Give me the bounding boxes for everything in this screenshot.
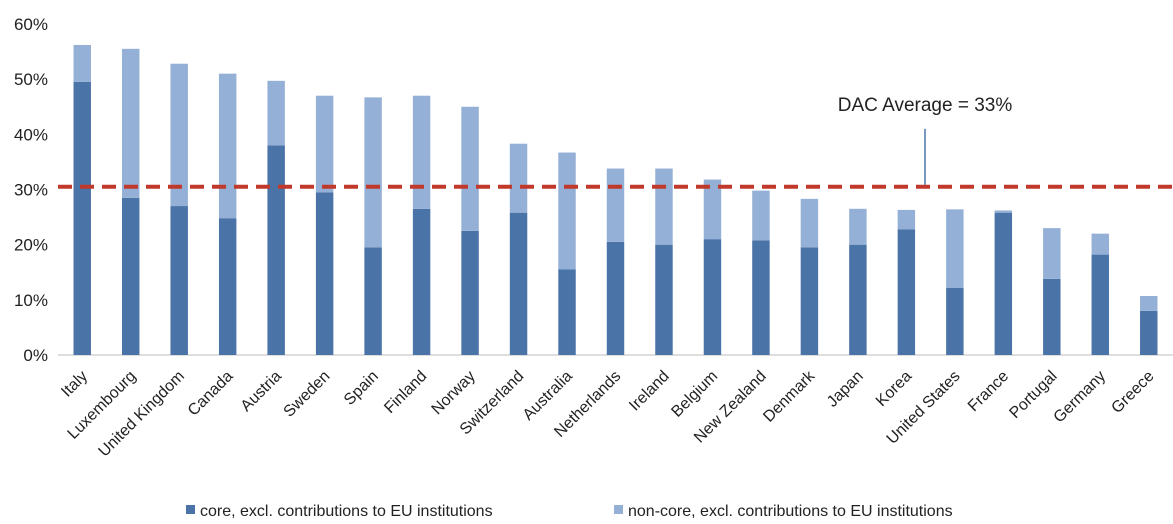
x-tick-label: Denmark	[760, 367, 819, 426]
y-tick-label: 20%	[14, 236, 48, 255]
bar-non-core	[1091, 233, 1110, 255]
bar-core	[994, 212, 1013, 355]
x-tick-label: France	[965, 368, 1012, 415]
bar-non-core	[800, 198, 819, 248]
bar-core	[73, 81, 91, 356]
bar-core	[897, 229, 916, 355]
bar-non-core	[703, 179, 722, 240]
bar-core	[218, 218, 237, 355]
y-tick-label: 50%	[14, 70, 48, 89]
bar-core	[1091, 254, 1110, 355]
bar-non-core	[1043, 228, 1061, 279]
annotation-label: DAC Average = 33%	[838, 95, 1013, 116]
x-tick-label: Japan	[824, 368, 867, 411]
bar-core	[800, 247, 819, 355]
x-tick-label: Austria	[238, 368, 285, 415]
x-tick-label: Spain	[341, 368, 382, 409]
x-tick-label: Ireland	[626, 368, 673, 415]
legend-label: core, excl. contributions to EU institut…	[200, 503, 493, 520]
x-tick-label: Italy	[58, 368, 91, 401]
y-tick-label: 30%	[14, 181, 48, 200]
bar-core	[461, 230, 479, 355]
bar-non-core	[267, 80, 285, 146]
bar-core	[509, 212, 528, 355]
bar-non-core	[121, 48, 140, 198]
bar-non-core	[849, 208, 867, 245]
bar-core	[703, 239, 722, 355]
bar-core	[655, 244, 673, 355]
x-tick-label: Greece	[1108, 368, 1157, 417]
x-tick-label: Korea	[873, 368, 915, 410]
bar-non-core	[994, 210, 1013, 213]
bar-non-core	[461, 106, 479, 231]
x-tick-label: United Kingdom	[96, 368, 189, 461]
bar-core	[121, 197, 140, 355]
x-tick-label: Sweden	[281, 368, 334, 421]
bar-non-core	[752, 190, 770, 241]
bar-core	[1043, 278, 1061, 355]
x-tick-label: Germany	[1051, 368, 1110, 427]
bar-non-core	[606, 168, 625, 242]
y-tick-label: 10%	[14, 291, 48, 310]
bar-non-core	[897, 209, 916, 230]
legend-swatch	[186, 505, 195, 514]
legend-swatch	[614, 505, 623, 514]
bar-core	[558, 269, 576, 355]
bar-non-core	[218, 73, 237, 219]
bar-core	[849, 244, 867, 355]
bar-non-core	[509, 143, 528, 213]
bar-non-core	[558, 152, 576, 270]
bar-non-core	[655, 168, 673, 245]
bar-non-core	[315, 95, 334, 193]
bar-non-core	[364, 97, 382, 248]
bar-non-core	[73, 44, 91, 82]
y-tick-label: 40%	[14, 125, 48, 144]
bar-core	[946, 287, 964, 355]
bar-non-core	[946, 209, 964, 288]
x-tick-label: Canada	[185, 368, 237, 420]
bar-core	[412, 208, 431, 355]
y-tick-label: 0%	[23, 346, 48, 365]
bar-core	[364, 247, 382, 355]
bar-core	[267, 145, 285, 355]
bar-core	[1140, 310, 1158, 355]
y-tick-label: 60%	[14, 15, 48, 34]
bar-core	[752, 240, 770, 355]
bar-core	[315, 192, 334, 355]
bar-core	[606, 241, 625, 355]
bar-non-core	[170, 63, 188, 207]
bar-non-core	[412, 95, 431, 209]
legend-label: non-core, excl. contributions to EU inst…	[628, 503, 953, 520]
bar-core	[170, 206, 188, 355]
x-tick-label: Finland	[381, 368, 430, 417]
bar-non-core	[1140, 295, 1158, 311]
